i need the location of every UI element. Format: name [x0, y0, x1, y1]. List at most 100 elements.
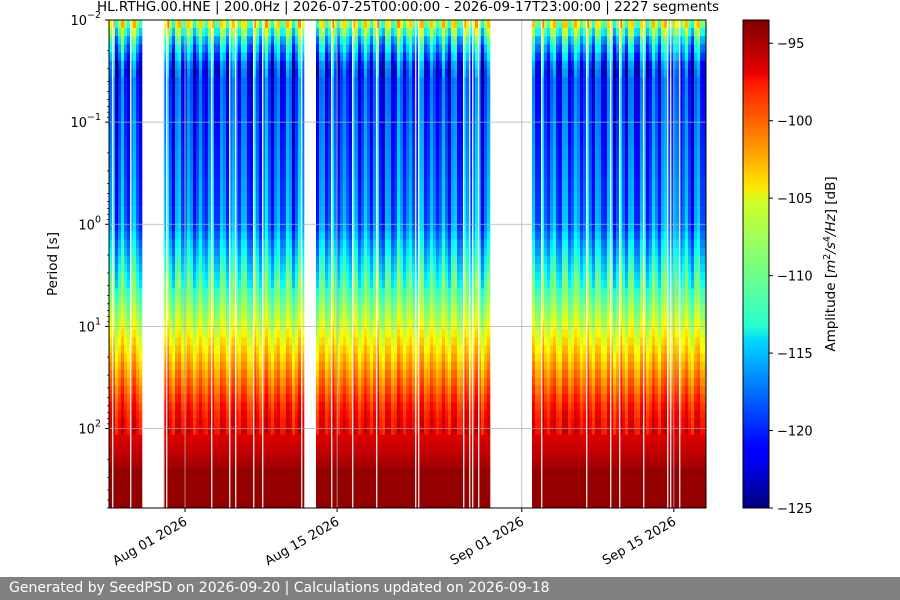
heatmap-cell — [280, 329, 284, 338]
heatmap-cell — [325, 247, 329, 257]
heatmap-cell — [133, 239, 137, 248]
heatmap-cell — [316, 280, 320, 289]
heatmap-cell — [163, 44, 167, 53]
heatmap-cell — [112, 174, 116, 183]
heatmap-cell — [301, 20, 305, 29]
heatmap-cell — [292, 288, 296, 297]
heatmap-cell — [361, 255, 365, 265]
heatmap-cell — [175, 20, 179, 29]
heatmap-cell — [325, 329, 329, 338]
heatmap-cell — [361, 394, 365, 403]
heatmap-cell — [289, 166, 293, 175]
heatmap-cell — [247, 36, 251, 45]
heatmap-cell — [316, 272, 320, 281]
heatmap-cell — [271, 499, 275, 509]
heatmap-cell — [136, 345, 140, 354]
heatmap-cell — [352, 150, 356, 159]
heatmap-cell — [244, 337, 248, 346]
heatmap-cell — [361, 442, 365, 452]
heatmap-cell — [235, 386, 239, 395]
heatmap-cell — [226, 52, 230, 61]
heatmap-cell — [292, 52, 296, 61]
heatmap-cell — [292, 442, 296, 452]
heatmap-cell — [328, 174, 332, 183]
heatmap-cell — [181, 101, 185, 110]
heatmap-cell — [280, 377, 284, 387]
heatmap-cell — [376, 320, 380, 330]
heatmap-cell — [325, 288, 329, 297]
heatmap-cell — [196, 198, 200, 208]
heatmap-cell — [208, 68, 212, 78]
heatmap-cell — [253, 272, 257, 281]
heatmap-cell — [205, 109, 209, 118]
heatmap-cell — [376, 418, 380, 427]
heatmap-cell — [367, 20, 371, 29]
heatmap-cell — [376, 264, 380, 273]
heatmap-cell — [364, 272, 368, 281]
heatmap-cell — [388, 166, 392, 175]
heatmap-cell — [370, 158, 374, 167]
heatmap-cell — [226, 60, 230, 70]
heatmap-cell — [385, 491, 389, 501]
heatmap-cell — [253, 166, 257, 175]
heatmap-cell — [265, 320, 269, 330]
heatmap-cell — [346, 304, 350, 314]
heatmap-cell — [253, 68, 257, 78]
heatmap-cell — [196, 60, 200, 70]
heatmap-cell — [169, 125, 173, 135]
heatmap-cell — [229, 52, 233, 61]
heatmap-cell — [352, 198, 356, 208]
heatmap-cell — [274, 239, 278, 248]
heatmap-cell — [196, 44, 200, 53]
heatmap-cell — [325, 158, 329, 167]
heatmap-cell — [202, 150, 206, 159]
heatmap-cell — [286, 158, 290, 167]
heatmap-cell — [340, 369, 344, 379]
heatmap-cell — [250, 369, 254, 379]
heatmap-cell — [388, 386, 392, 395]
heatmap-cell — [283, 499, 287, 509]
heatmap-cell — [220, 361, 224, 370]
heatmap-cell — [124, 345, 128, 354]
heatmap-cell — [229, 207, 233, 216]
heatmap-cell — [265, 345, 269, 354]
heatmap-cell — [190, 125, 194, 135]
heatmap-cell — [130, 125, 134, 135]
heatmap-cell — [343, 304, 347, 314]
heatmap-cell — [229, 467, 233, 476]
heatmap-cell — [256, 68, 260, 78]
heatmap-cell — [355, 198, 359, 208]
heatmap-cell — [382, 20, 386, 29]
heatmap-cell — [268, 255, 272, 265]
heatmap-cell — [349, 52, 353, 61]
heatmap-cell — [118, 215, 122, 224]
heatmap-cell — [199, 337, 203, 346]
heatmap-cell — [253, 345, 257, 354]
heatmap-cell — [316, 101, 320, 110]
heatmap-cell — [190, 215, 194, 224]
heatmap-cell — [379, 329, 383, 338]
heatmap-cell — [334, 133, 338, 143]
heatmap-cell — [112, 304, 116, 314]
heatmap-cell — [169, 264, 173, 273]
heatmap-cell — [346, 337, 350, 346]
heatmap-cell — [352, 247, 356, 257]
heatmap-cell — [235, 296, 239, 305]
heatmap-cell — [232, 28, 236, 37]
heatmap-cell — [136, 36, 140, 45]
heatmap-cell — [271, 52, 275, 61]
heatmap-cell — [196, 418, 200, 427]
heatmap-cell — [325, 231, 329, 240]
heatmap-cell — [175, 93, 179, 102]
heatmap-cell — [193, 68, 197, 78]
heatmap-cell — [322, 36, 326, 45]
heatmap-cell — [127, 68, 131, 78]
heatmap-cell — [184, 369, 188, 379]
heatmap-cell — [133, 174, 137, 183]
heatmap-cell — [220, 158, 224, 167]
heatmap-cell — [277, 312, 281, 322]
heatmap-cell — [184, 264, 188, 273]
heatmap-cell — [271, 85, 275, 94]
heatmap-cell — [208, 451, 212, 460]
heatmap-cell — [361, 296, 365, 305]
